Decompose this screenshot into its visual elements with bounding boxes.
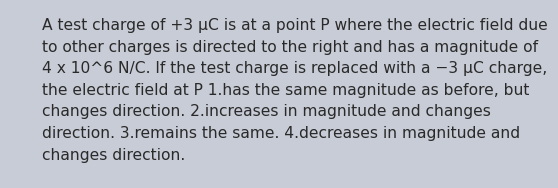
Text: A test charge of +3 μC is at a point P where the electric field due
to other cha: A test charge of +3 μC is at a point P w… <box>42 18 548 163</box>
